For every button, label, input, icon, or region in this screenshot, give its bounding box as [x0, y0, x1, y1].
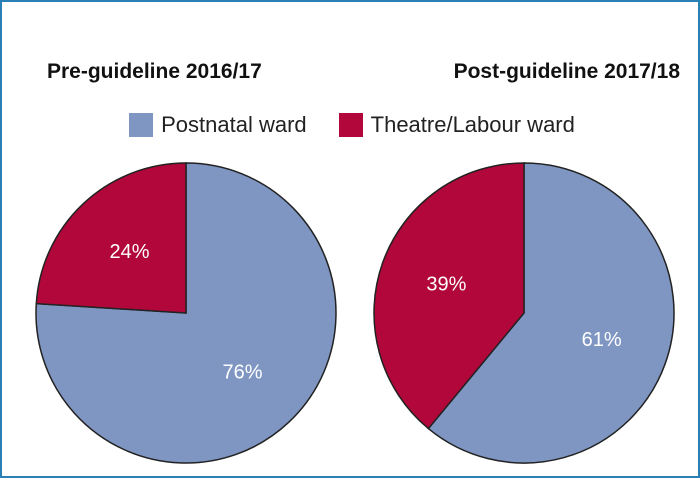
post-guideline-title: Post-guideline 2017/18	[453, 60, 680, 83]
legend-swatch-theatre	[338, 113, 363, 137]
post-label-postnatal: 61%	[582, 329, 622, 351]
legend-item-postnatal: Postnatal ward	[129, 112, 307, 138]
pre-slice-postnatal	[35, 162, 337, 464]
legend-label-theatre: Theatre/Labour ward	[370, 112, 575, 137]
legend-swatch-postnatal	[129, 113, 154, 137]
pre-slice-theatre	[35, 162, 187, 314]
legend-label-postnatal: Postnatal ward	[161, 112, 307, 137]
pre-label-postnatal: 76%	[222, 361, 262, 383]
pre-label-theatre: 24%	[110, 241, 150, 263]
pre-guideline-title: Pre-guideline 2016/17	[47, 60, 262, 83]
post-label-theatre: 39%	[426, 273, 466, 295]
post-slice-theatre	[373, 162, 525, 430]
post-slice-postnatal	[427, 162, 675, 464]
legend: Postnatal ward Theatre/Labour ward	[2, 112, 698, 138]
legend-item-theatre: Theatre/Labour ward	[338, 112, 575, 138]
